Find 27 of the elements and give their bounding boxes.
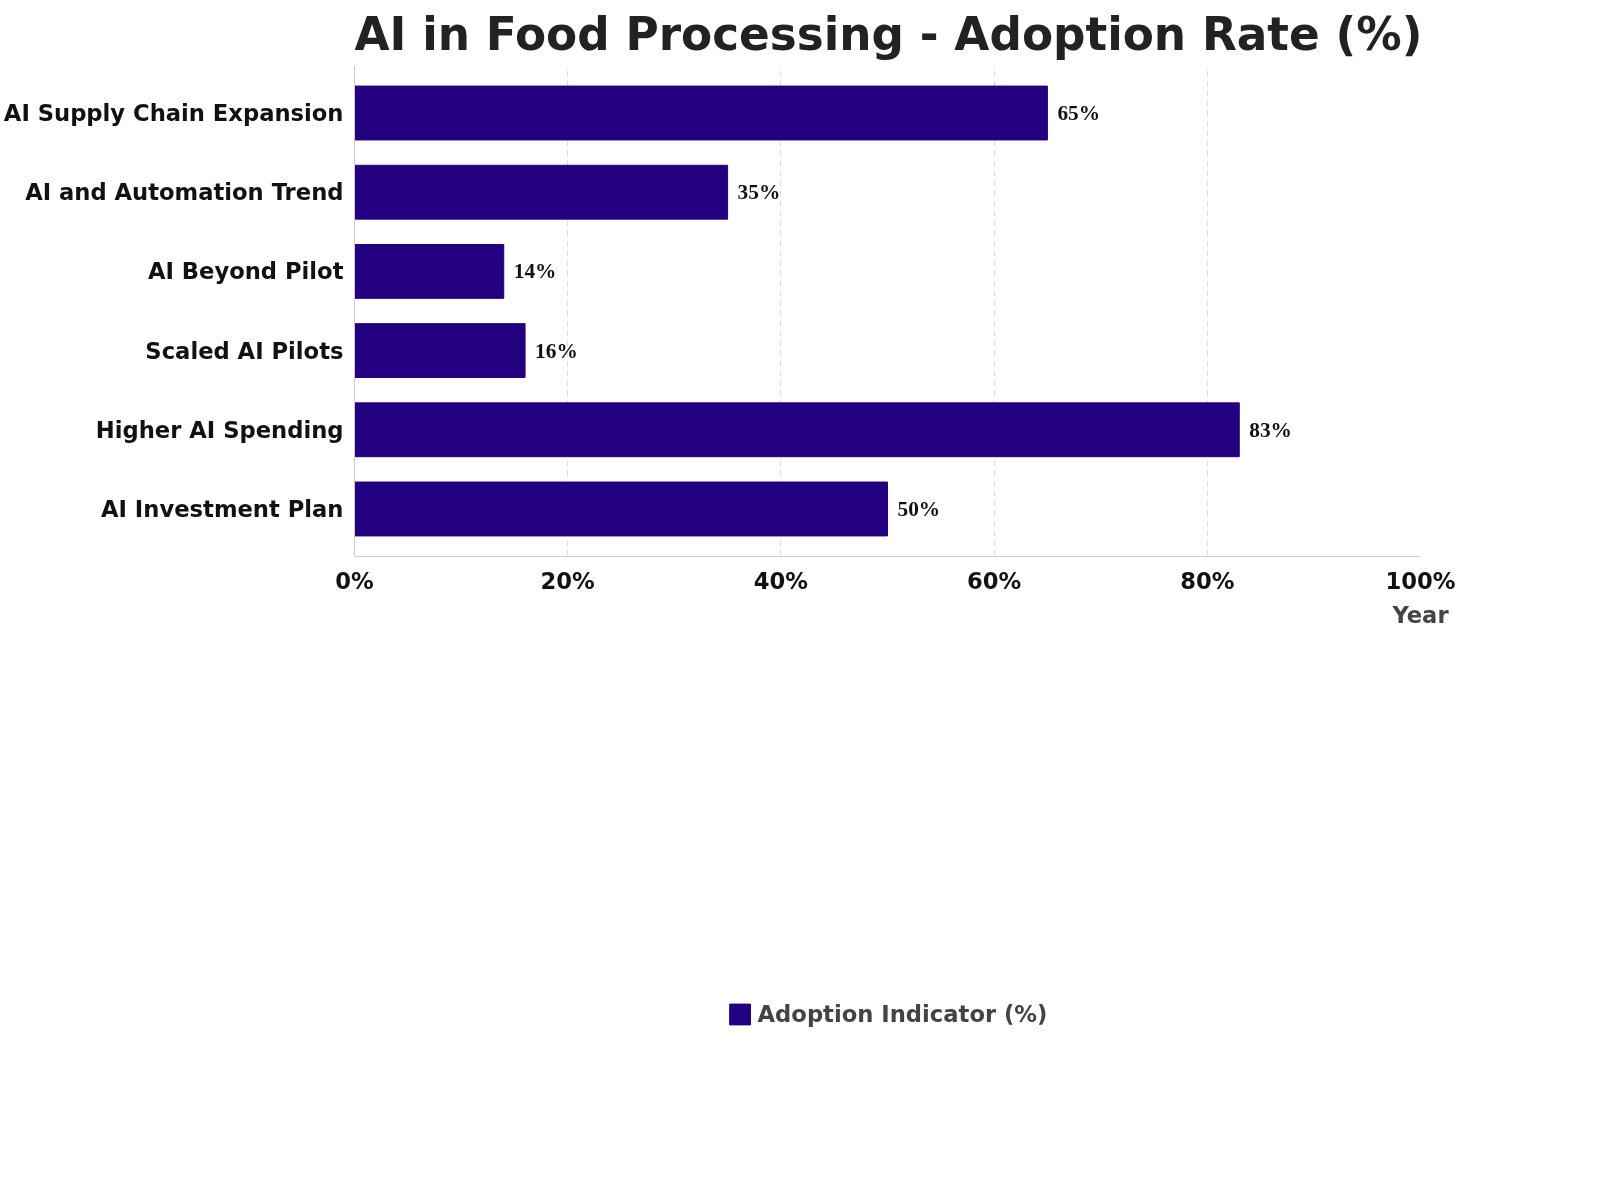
bar xyxy=(354,85,1048,141)
y-tick-label: AI and Automation Trend xyxy=(25,179,344,206)
y-tick-label: Scaled AI Pilots xyxy=(145,337,344,364)
x-tick-label: 0% xyxy=(335,567,374,594)
legend-label: Adoption Indicator (%) xyxy=(757,1000,1048,1027)
chart-title: AI in Food Processing - Adoption Rate (%) xyxy=(354,7,1423,61)
data-label: 14% xyxy=(513,259,557,284)
x-tick-label: 60% xyxy=(966,567,1022,594)
y-tick-label: AI Beyond Pilot xyxy=(147,258,344,285)
x-tick-label: 40% xyxy=(753,567,809,594)
data-label: 83% xyxy=(1249,417,1292,442)
y-tick-label: AI Supply Chain Expansion xyxy=(3,100,344,127)
data-label: 35% xyxy=(737,180,781,205)
x-tick-label: 20% xyxy=(540,567,595,594)
y-tick-label: Higher AI Spending xyxy=(95,416,344,443)
bar xyxy=(354,164,729,220)
bar xyxy=(354,243,505,299)
x-tick-label: 80% xyxy=(1180,567,1235,594)
x-tick-label: 100% xyxy=(1385,567,1456,594)
bar xyxy=(354,481,888,537)
bar xyxy=(354,323,526,379)
data-label: 16% xyxy=(535,338,578,363)
bar xyxy=(354,402,1240,458)
x-axis-title: Year xyxy=(1391,601,1450,628)
data-label: 50% xyxy=(897,496,941,521)
data-label: 65% xyxy=(1057,101,1101,126)
y-tick-label: AI Investment Plan xyxy=(101,495,344,522)
